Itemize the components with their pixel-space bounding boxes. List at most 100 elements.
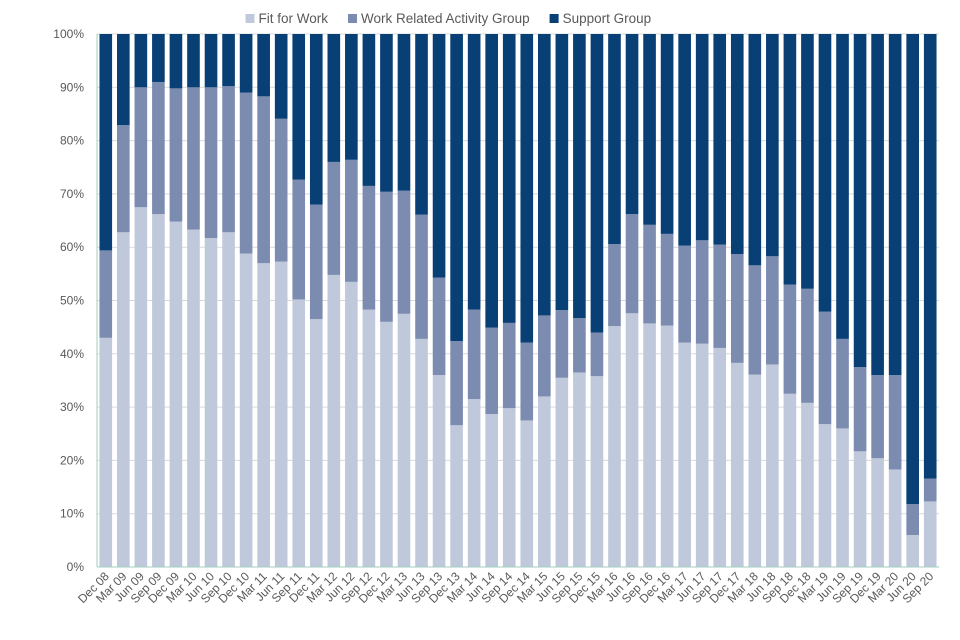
bar-segment-support-group xyxy=(169,34,183,89)
bar-segment-fit-for-work xyxy=(730,362,744,567)
y-tick-label: 100% xyxy=(53,27,84,41)
bar-segment-fit-for-work xyxy=(818,424,832,567)
y-tick-label: 70% xyxy=(60,187,84,201)
bar-segment-work-related-activity-group xyxy=(99,250,113,338)
bar-segment-support-group xyxy=(906,34,919,505)
bar-segment-support-group xyxy=(467,34,481,310)
bar-segment-fit-for-work xyxy=(608,326,621,567)
bar-segment-work-related-activity-group xyxy=(204,87,218,239)
bar-segment-fit-for-work xyxy=(187,229,200,568)
bar-segment-fit-for-work xyxy=(204,238,218,567)
bar-segment-work-related-activity-group xyxy=(888,375,902,470)
bar-segment-fit-for-work xyxy=(573,372,586,567)
gridlines xyxy=(97,33,939,515)
bar-segment-support-group xyxy=(485,34,498,328)
bar-segment-support-group xyxy=(257,34,270,97)
bar-segment-fit-for-work xyxy=(748,374,762,567)
bar-segment-support-group xyxy=(853,34,867,368)
legend-swatch-work-related-activity-group xyxy=(348,14,358,23)
bar-segment-support-group xyxy=(783,34,797,285)
bar-segment-work-related-activity-group xyxy=(783,284,797,394)
bar-segment-fit-for-work xyxy=(485,414,498,567)
y-tick-label: 30% xyxy=(60,400,84,414)
bar-segment-work-related-activity-group xyxy=(695,240,709,344)
y-tick-label: 20% xyxy=(60,453,84,467)
bar-segment-work-related-activity-group xyxy=(871,375,884,459)
bar-segment-support-group xyxy=(818,34,832,312)
bar-segment-support-group xyxy=(555,34,569,311)
y-tick-label: 90% xyxy=(60,80,84,94)
y-tick-label: 50% xyxy=(60,294,84,308)
bar-segment-fit-for-work xyxy=(625,313,639,567)
bar-segment-fit-for-work xyxy=(590,376,604,567)
bar-segment-support-group xyxy=(836,34,849,339)
bar-segment-support-group xyxy=(134,34,148,88)
bar-segment-work-related-activity-group xyxy=(187,87,200,230)
bar-segment-fit-for-work xyxy=(502,408,516,567)
bar-segment-work-related-activity-group xyxy=(257,96,270,264)
bar-segment-work-related-activity-group xyxy=(239,92,253,254)
bar-segment-work-related-activity-group xyxy=(222,86,235,233)
bar-segment-fit-for-work xyxy=(450,425,463,567)
bar-segment-fit-for-work xyxy=(888,469,902,567)
bar-segment-support-group xyxy=(871,34,884,376)
bar-segment-support-group xyxy=(152,34,165,82)
bar-segment-fit-for-work xyxy=(415,338,428,567)
bar-segment-work-related-activity-group xyxy=(660,233,674,326)
bar-segment-support-group xyxy=(573,34,586,319)
bar-segment-work-related-activity-group xyxy=(625,214,639,314)
bar-segment-support-group xyxy=(222,34,235,87)
y-tick-label: 80% xyxy=(60,134,84,148)
bar-segment-fit-for-work xyxy=(327,274,341,567)
bar-segment-support-group xyxy=(590,34,604,333)
bar-segment-fit-for-work xyxy=(309,319,323,567)
bar-segment-fit-for-work xyxy=(660,325,674,567)
bar-segment-fit-for-work xyxy=(871,458,884,567)
bar-segment-work-related-activity-group xyxy=(923,478,937,502)
bar-segment-work-related-activity-group xyxy=(713,244,727,348)
bar-segment-work-related-activity-group xyxy=(766,256,779,365)
bar-segment-fit-for-work xyxy=(906,535,919,567)
bar-segment-work-related-activity-group xyxy=(327,161,341,275)
bar-segment-work-related-activity-group xyxy=(555,310,569,378)
bar-segment-fit-for-work xyxy=(345,281,358,567)
bar-segment-work-related-activity-group xyxy=(730,254,744,363)
bar-segment-support-group xyxy=(695,34,709,241)
y-tick-label: 40% xyxy=(60,347,84,361)
bar-segment-work-related-activity-group xyxy=(485,327,498,415)
bar-segment-fit-for-work xyxy=(678,342,691,567)
bar-segment-fit-for-work xyxy=(362,309,376,567)
legend-label-fit-for-work: Fit for Work xyxy=(259,11,329,26)
bar-segment-work-related-activity-group xyxy=(309,204,323,320)
bar-segment-work-related-activity-group xyxy=(801,288,814,403)
bar-segment-fit-for-work xyxy=(766,364,779,567)
y-tick-label: 60% xyxy=(60,240,84,254)
bar-segment-fit-for-work xyxy=(555,377,569,567)
bar-segment-support-group xyxy=(309,34,323,205)
bar-segment-fit-for-work xyxy=(169,221,183,567)
bar-segment-work-related-activity-group xyxy=(853,367,867,452)
bar-segment-work-related-activity-group xyxy=(117,125,130,233)
bar-segment-support-group xyxy=(713,34,727,245)
bar-segment-work-related-activity-group xyxy=(380,191,393,322)
bar-segment-support-group xyxy=(888,34,902,376)
bar-segment-support-group xyxy=(204,34,218,88)
bar-segment-fit-for-work xyxy=(538,396,551,567)
bar-segment-support-group xyxy=(99,34,113,251)
bar-segment-fit-for-work xyxy=(643,323,656,567)
bar-segment-support-group xyxy=(660,34,674,234)
bar-segment-support-group xyxy=(625,34,639,215)
bar-segment-work-related-activity-group xyxy=(467,309,481,400)
bar-segment-support-group xyxy=(274,34,288,119)
bar-segment-support-group xyxy=(117,34,130,126)
bar-segment-support-group xyxy=(187,34,200,88)
bar-segment-support-group xyxy=(748,34,762,266)
bar-segment-work-related-activity-group xyxy=(538,315,551,397)
bar-segment-support-group xyxy=(801,34,814,289)
bar-segment-support-group xyxy=(345,34,358,160)
bar-segment-work-related-activity-group xyxy=(432,277,446,376)
bar-segment-fit-for-work xyxy=(836,428,849,567)
bar-segment-support-group xyxy=(397,34,411,191)
bar-segment-support-group xyxy=(502,34,516,323)
